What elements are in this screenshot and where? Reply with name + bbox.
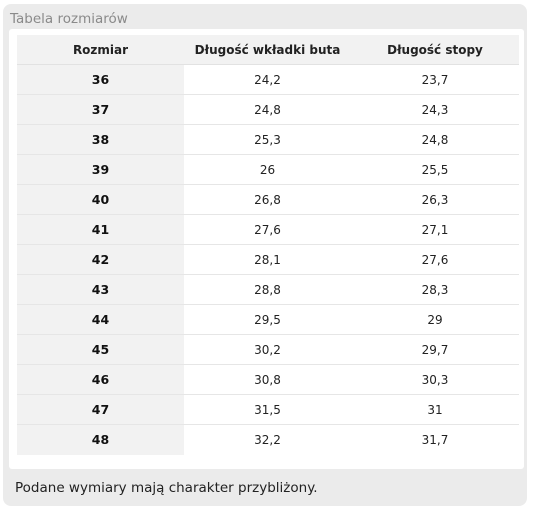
foot-length-cell: 28,3 — [421, 282, 449, 297]
foot-length-cell: 29,7 — [421, 342, 449, 357]
panel-title: Tabela rozmiarów — [10, 11, 128, 27]
insole-length-cell: 30,2 — [254, 342, 281, 357]
table-row: 48 32,2 31,7 — [17, 424, 519, 455]
foot-length-cell: 27,6 — [421, 252, 449, 267]
table-row: 40 26,8 26,3 — [17, 184, 519, 215]
foot-length-cell: 23,7 — [421, 72, 449, 87]
table-row: 45 30,2 29,7 — [17, 334, 519, 365]
foot-length-cell: 29 — [427, 312, 443, 327]
foot-length-cell: 27,1 — [421, 222, 449, 237]
size-table: Rozmiar Długość wkładki buta Długość sto… — [17, 35, 519, 455]
size-cell: 38 — [17, 124, 184, 155]
table-row: 41 27,6 27,1 — [17, 214, 519, 245]
header-size: Rozmiar — [17, 35, 184, 65]
foot-length-cell: 26,3 — [421, 192, 449, 207]
table-row: 46 30,8 30,3 — [17, 364, 519, 395]
foot-length-cell: 24,3 — [421, 102, 449, 117]
size-cell: 47 — [17, 394, 184, 425]
size-cell: 36 — [17, 64, 184, 95]
size-cell: 48 — [17, 424, 184, 455]
size-chart-panel: Tabela rozmiarów Rozmiar Długość wkładki… — [3, 4, 527, 506]
table-row: 39 26 25,5 — [17, 154, 519, 185]
table-row: 47 31,5 31 — [17, 394, 519, 425]
table-header-row: Rozmiar Długość wkładki buta Długość sto… — [17, 35, 519, 65]
size-cell: 39 — [17, 154, 184, 185]
size-table-container: Rozmiar Długość wkładki buta Długość sto… — [9, 29, 524, 469]
insole-length-cell: 26 — [259, 162, 276, 177]
table-row: 44 29,5 29 — [17, 304, 519, 335]
header-insole-length: Długość wkładki buta — [184, 35, 351, 65]
table-row: 37 24,8 24,3 — [17, 94, 519, 125]
header-foot-length: Długość stopy — [351, 35, 519, 65]
size-cell: 43 — [17, 274, 184, 305]
size-cell: 37 — [17, 94, 184, 125]
insole-length-cell: 24,8 — [254, 102, 281, 117]
foot-length-cell: 31 — [427, 402, 443, 417]
size-cell: 44 — [17, 304, 184, 335]
size-cell: 45 — [17, 334, 184, 365]
insole-length-cell: 30,8 — [254, 372, 281, 387]
size-cell: 41 — [17, 214, 184, 245]
insole-length-cell: 25,3 — [254, 132, 281, 147]
foot-length-cell: 31,7 — [421, 432, 449, 447]
size-cell: 40 — [17, 184, 184, 215]
size-cell: 46 — [17, 364, 184, 395]
approximation-note: Podane wymiary mają charakter przybliżon… — [15, 480, 318, 496]
table-row: 38 25,3 24,8 — [17, 124, 519, 155]
insole-length-cell: 26,8 — [254, 192, 281, 207]
table-row: 36 24,2 23,7 — [17, 64, 519, 95]
insole-length-cell: 29,5 — [254, 312, 281, 327]
insole-length-cell: 31,5 — [254, 402, 281, 417]
insole-length-cell: 28,8 — [254, 282, 281, 297]
insole-length-cell: 27,6 — [254, 222, 281, 237]
foot-length-cell: 25,5 — [421, 162, 449, 177]
foot-length-cell: 24,8 — [421, 132, 449, 147]
table-row: 43 28,8 28,3 — [17, 274, 519, 305]
insole-length-cell: 24,2 — [254, 72, 281, 87]
insole-length-cell: 28,1 — [254, 252, 281, 267]
size-cell: 42 — [17, 244, 184, 275]
insole-length-cell: 32,2 — [254, 432, 281, 447]
foot-length-cell: 30,3 — [421, 372, 449, 387]
table-row: 42 28,1 27,6 — [17, 244, 519, 275]
